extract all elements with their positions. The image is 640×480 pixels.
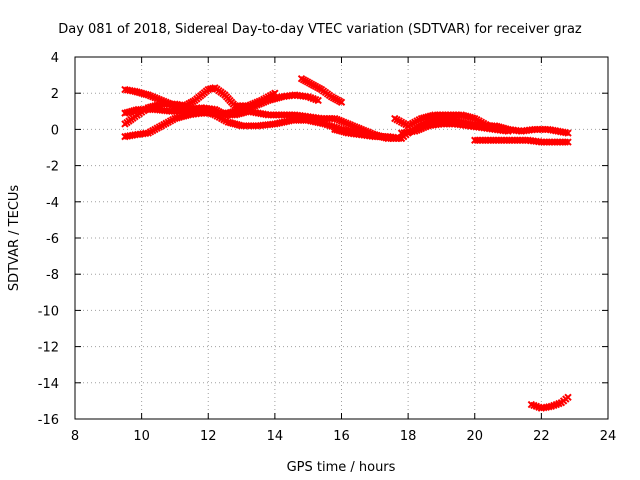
x-tick-label: 22 xyxy=(533,429,550,444)
x-tick-label: 18 xyxy=(400,429,417,444)
y-axis-label: SDTVAR / TECUs xyxy=(7,185,22,292)
x-axis-label: GPS time / hours xyxy=(287,460,396,475)
y-tick-label: -10 xyxy=(38,304,59,319)
y-tick-label: -8 xyxy=(46,268,59,283)
data-point xyxy=(271,89,279,97)
x-tick-label: 20 xyxy=(466,429,483,444)
series-trace-j xyxy=(527,393,572,412)
x-tick-label: 14 xyxy=(267,429,284,444)
x-tick-label: 10 xyxy=(133,429,150,444)
data-point xyxy=(504,127,512,135)
series-trace-e xyxy=(297,75,346,106)
y-tick-label: -12 xyxy=(38,341,59,356)
y-tick-label: -6 xyxy=(46,232,59,247)
data-point xyxy=(337,98,346,106)
data-layer xyxy=(121,75,572,412)
data-point xyxy=(314,96,322,105)
x-tick-label: 16 xyxy=(333,429,350,444)
y-tick-label: 0 xyxy=(51,123,59,138)
y-tick-label: -2 xyxy=(46,160,59,175)
series-trace-h xyxy=(397,120,512,137)
y-tick-label: -14 xyxy=(38,377,59,392)
y-tick-label: 2 xyxy=(51,87,59,102)
x-tick-label: 24 xyxy=(600,429,617,444)
x-tick-label: 12 xyxy=(200,429,217,444)
data-point xyxy=(564,129,572,137)
y-tick-label: -4 xyxy=(46,196,59,211)
y-tick-label: -16 xyxy=(38,413,59,428)
y-tick-label: 4 xyxy=(51,51,59,66)
x-tick-label: 8 xyxy=(71,429,79,444)
data-point xyxy=(564,138,572,146)
chart-title: Day 081 of 2018, Sidereal Day-to-day VTE… xyxy=(58,22,582,37)
data-point xyxy=(564,393,572,401)
series-trace-i xyxy=(471,136,572,146)
series-trace-d xyxy=(121,84,279,128)
